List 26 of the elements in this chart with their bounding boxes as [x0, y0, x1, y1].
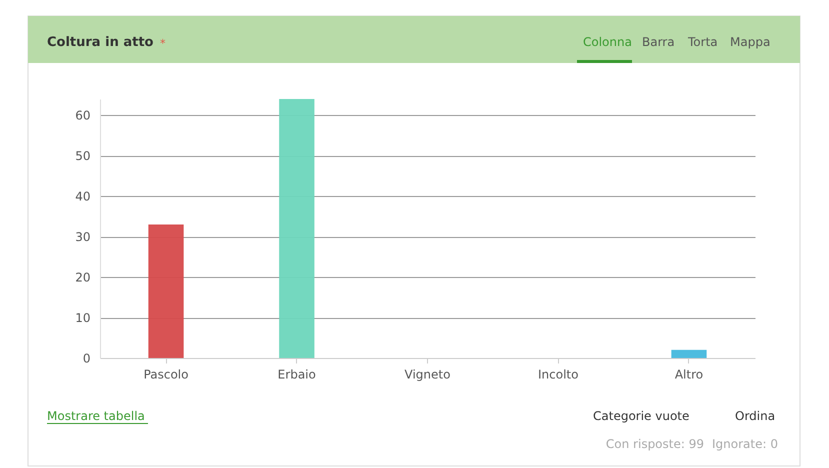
- y-tick-label: 10: [75, 311, 90, 326]
- y-tick-label: 50: [75, 149, 90, 164]
- text: Mappa: [730, 35, 770, 49]
- text: Colonna: [583, 35, 632, 49]
- bar: [279, 99, 314, 358]
- text: Mostrare tabella: [47, 409, 145, 423]
- text: Torta: [687, 35, 718, 49]
- text: Categorie vuote: [593, 409, 690, 423]
- y-tick-label: 20: [75, 270, 90, 285]
- y-tick-label: 40: [75, 190, 90, 204]
- y-tick-label: 60: [75, 108, 90, 123]
- x-tick-label: Vigneto: [404, 368, 450, 382]
- x-tick-label: Erbaio: [278, 368, 316, 382]
- text: Ordina: [735, 409, 776, 423]
- x-tick-label: Altro: [674, 368, 704, 382]
- text: Barra: [642, 35, 675, 49]
- x-tick-label: Incolto: [538, 368, 578, 382]
- text: *: [160, 37, 166, 50]
- y-tick-label: 0: [82, 352, 90, 366]
- x-tick-label: Pascolo: [144, 368, 188, 382]
- text: Ignorate: 0: [712, 437, 778, 451]
- y-tick-label: 30: [75, 230, 90, 244]
- bar: [671, 350, 707, 358]
- text: Con risposte: 99: [606, 437, 704, 451]
- bar: [148, 224, 184, 358]
- chart-title: Coltura in atto: [47, 35, 154, 50]
